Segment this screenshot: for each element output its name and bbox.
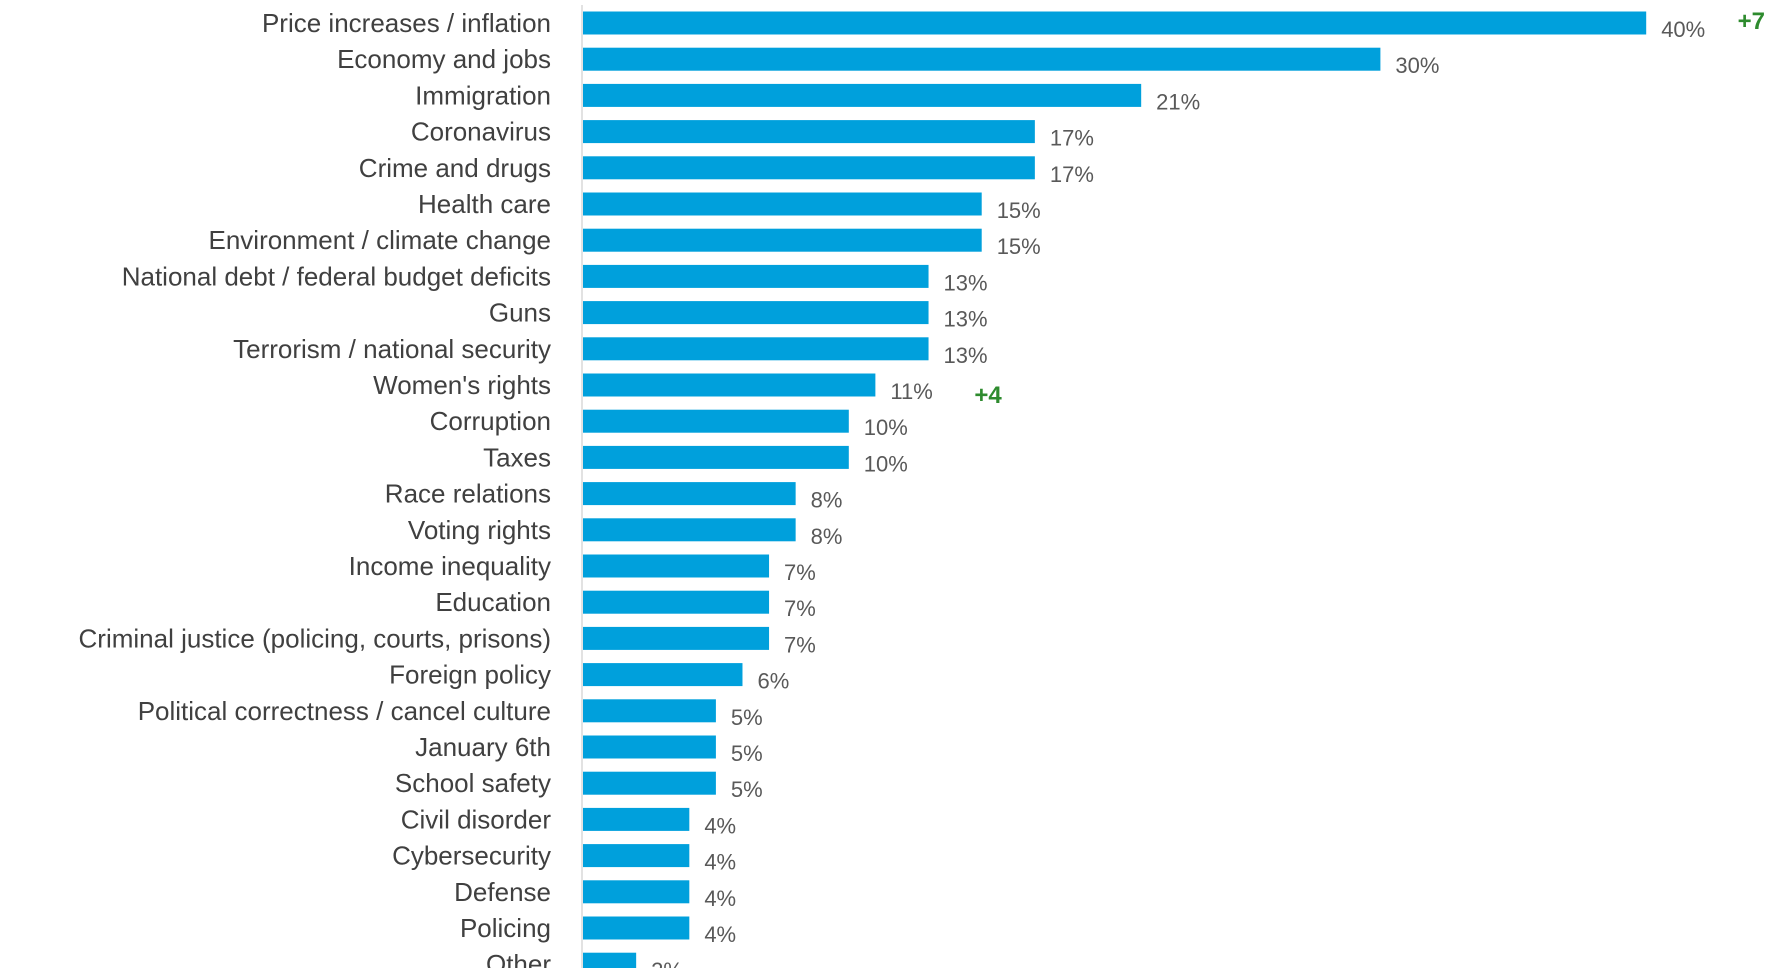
category-label: Environment / climate change — [208, 225, 551, 255]
value-label: 13% — [944, 270, 988, 295]
category-label: Economy and jobs — [337, 44, 551, 74]
value-label: 10% — [864, 415, 908, 440]
category-label: Women's rights — [373, 370, 551, 400]
value-label: 8% — [811, 524, 843, 549]
bar — [583, 699, 716, 723]
bars-layer: Price increases / inflation 40% +7 Economy … — [79, 8, 1765, 968]
bar — [583, 156, 1035, 180]
category-label: Civil disorder — [401, 804, 552, 834]
category-label: Terrorism / national security — [233, 334, 551, 364]
category-label: Crime and drugs — [359, 153, 551, 183]
category-label: Political correctness / cancel culture — [138, 696, 551, 726]
bar — [583, 120, 1035, 144]
bar — [583, 47, 1381, 71]
category-label: School safety — [395, 768, 551, 798]
value-label: 4% — [704, 886, 736, 911]
bar — [583, 590, 770, 614]
change-annotation: +4 — [974, 382, 1002, 409]
value-label: 17% — [1050, 162, 1094, 187]
bar — [583, 952, 637, 968]
category-label: Taxes — [483, 442, 551, 472]
value-label: 13% — [944, 307, 988, 332]
bar — [583, 192, 982, 216]
category-label: Health care — [418, 189, 551, 219]
bar — [583, 554, 770, 578]
bar — [583, 337, 929, 361]
category-label: January 6th — [415, 732, 551, 762]
bar — [583, 83, 1142, 107]
category-label: Race relations — [385, 479, 551, 509]
bar — [583, 409, 849, 433]
category-label: Cybersecurity — [392, 841, 551, 871]
category-label: Defense — [454, 877, 551, 907]
value-label: 11% — [890, 379, 932, 404]
bar — [583, 264, 929, 288]
bar — [583, 626, 770, 650]
category-label: Policing — [460, 913, 551, 943]
value-label: 40% — [1661, 17, 1705, 42]
category-label: Immigration — [415, 80, 551, 110]
bar — [583, 445, 849, 469]
value-label: 7% — [784, 632, 816, 657]
category-label: Education — [435, 587, 551, 617]
value-label: 17% — [1050, 126, 1094, 151]
category-label: Coronavirus — [411, 117, 551, 147]
value-label: 6% — [757, 669, 789, 694]
bar — [583, 844, 690, 868]
change-annotation: +7 — [1738, 8, 1765, 35]
value-label: 5% — [731, 705, 763, 730]
category-label: National debt / federal budget deficits — [122, 261, 551, 291]
value-label: 15% — [997, 198, 1041, 223]
bar — [583, 373, 876, 397]
category-label: Criminal justice (policing, courts, pris… — [79, 623, 551, 653]
value-label: 4% — [704, 922, 736, 947]
category-label: Corruption — [430, 406, 551, 436]
bar — [583, 807, 690, 831]
value-label: 15% — [997, 234, 1041, 259]
value-label: 10% — [864, 451, 908, 476]
category-label: Price increases / inflation — [262, 8, 551, 38]
bar — [583, 771, 716, 795]
bar — [583, 301, 929, 325]
bar — [583, 482, 796, 506]
value-label: 7% — [784, 560, 816, 585]
value-label: 30% — [1395, 53, 1439, 78]
value-label: 21% — [1156, 89, 1200, 114]
bar — [583, 663, 743, 687]
bar — [583, 916, 690, 940]
value-label: 2% — [651, 958, 683, 968]
category-label: Income inequality — [349, 551, 551, 581]
category-label: Other — [486, 949, 551, 968]
category-label: Foreign policy — [389, 660, 551, 690]
bar — [583, 228, 982, 252]
value-label: 5% — [731, 777, 763, 802]
category-label: Guns — [489, 298, 551, 328]
bar — [583, 518, 796, 542]
value-label: 4% — [704, 850, 736, 875]
value-label: 13% — [944, 343, 988, 368]
value-label: 8% — [811, 488, 843, 513]
value-label: 5% — [731, 741, 763, 766]
value-label: 7% — [784, 596, 816, 621]
bar — [583, 735, 716, 759]
category-label: Voting rights — [408, 515, 551, 545]
value-label: 4% — [704, 813, 736, 838]
bar — [583, 880, 690, 904]
bar — [583, 11, 1647, 35]
